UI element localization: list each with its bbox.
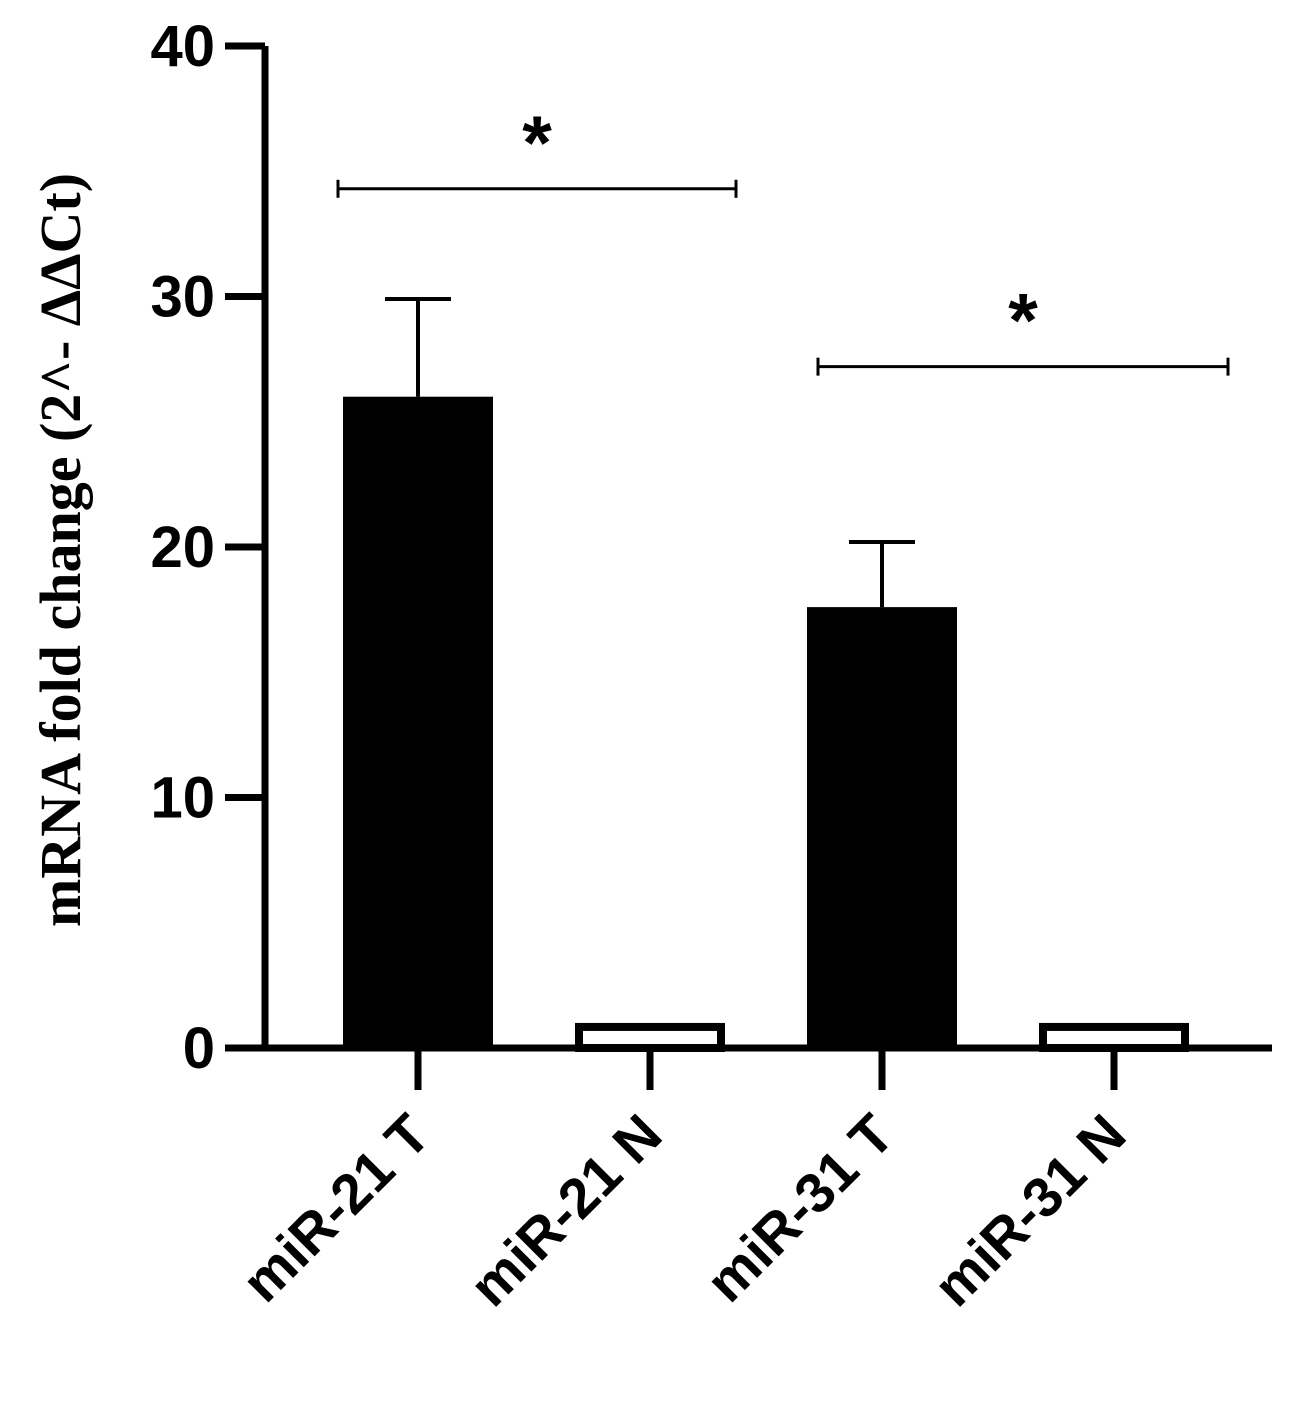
x-category-label: miR-21 T: [230, 1102, 442, 1314]
significance-label: *: [522, 101, 552, 186]
bars: [343, 396, 1189, 1090]
x-category-label: miR-21 N: [457, 1102, 673, 1318]
significance-label: *: [1008, 279, 1038, 364]
error-bars: [385, 297, 915, 608]
bar: [343, 396, 493, 1048]
y-tick-label: 20: [150, 515, 215, 580]
bar: [807, 607, 957, 1048]
y-tick-label: 40: [150, 14, 215, 79]
significance-annotations: **: [336, 101, 1230, 376]
x-category-label: miR-31 N: [921, 1102, 1137, 1318]
y-tick-label: 30: [150, 265, 215, 330]
y-tick-label: 0: [183, 1016, 215, 1081]
bar: [575, 1022, 725, 1052]
x-category-label: miR-31 T: [694, 1102, 906, 1314]
y-tick-label: 10: [150, 766, 215, 831]
y-axis-label: mRNA fold change (2^- ΔΔCt): [28, 173, 93, 927]
y-ticks: 0 10 20 30 40: [150, 14, 265, 1081]
bar: [1039, 1022, 1189, 1052]
